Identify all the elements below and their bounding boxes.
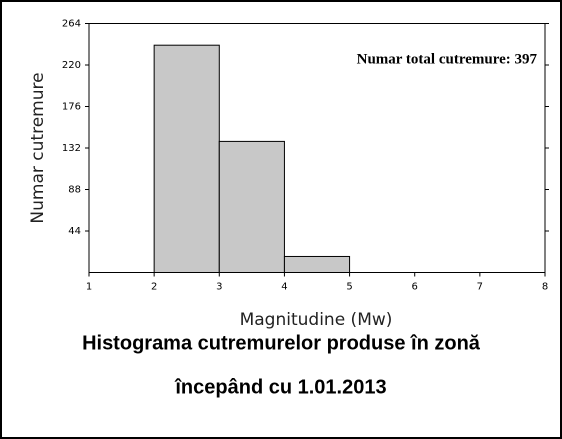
x-tick-label: 8 [542,282,548,293]
y-tick-label: 264 [62,19,81,30]
x-tick-label: 3 [216,282,222,293]
bar [283,255,351,274]
x-tick-label: 6 [412,282,418,293]
x-tick-label: 7 [477,282,483,293]
y-tick-label: 132 [62,143,81,154]
y-axis-label: Numar cutremure [28,72,48,223]
y-tick-label: 44 [68,226,81,237]
y-tick-label: 88 [68,185,81,196]
caption: începând cu 1.01.2013 [174,376,386,398]
y-tick-label: 220 [62,60,81,71]
x-tick-label: 1 [86,282,92,293]
annotation: Numar total cutremure: 397 [357,51,538,67]
caption: Histograma cutremurelor produse în zonă [82,332,481,354]
y-tick-label: 176 [62,102,81,113]
x-axis-label: Magnitudine (Mw) [240,310,393,330]
x-tick-label: 4 [281,282,287,293]
bar [153,44,220,274]
bar [218,140,285,273]
x-tick-label: 5 [346,282,352,293]
x-tick-label: 2 [151,282,157,293]
